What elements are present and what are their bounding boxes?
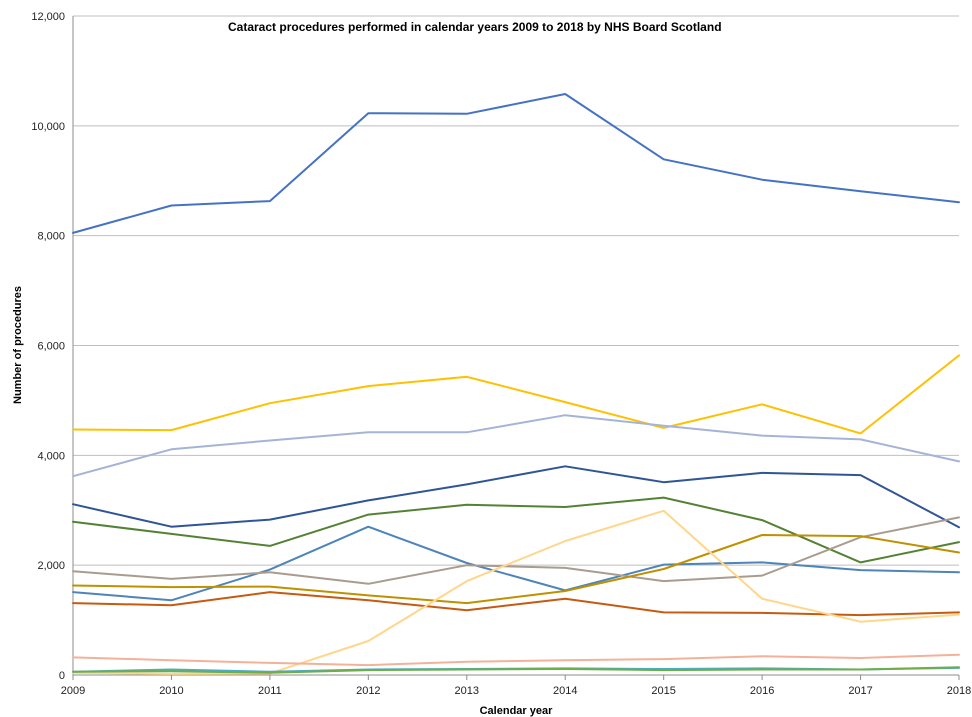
x-tick-label: 2014 xyxy=(553,685,577,697)
series-lines xyxy=(72,93,960,675)
y-tick-label: 4,000 xyxy=(37,450,65,462)
series-line-13 xyxy=(72,666,960,674)
series-line-9 xyxy=(72,591,960,617)
x-tick-label: 2010 xyxy=(159,685,183,697)
x-tick-label: 2017 xyxy=(848,685,872,697)
x-tick-label: 2015 xyxy=(651,685,675,697)
y-tick-label: 12,000 xyxy=(31,11,65,23)
series-line-2 xyxy=(72,354,960,435)
y-axis-title: Number of procedures xyxy=(12,286,24,404)
y-tick-label: 10,000 xyxy=(31,121,65,133)
y-tick-labels: 0 2,000 4,000 6,000 8,000 10,000 12,000 xyxy=(31,11,65,682)
series-line-1 xyxy=(72,93,960,234)
series-line-8 xyxy=(72,534,960,605)
chart-title: Cataract procedures performed in calenda… xyxy=(228,20,722,34)
series-line-11 xyxy=(72,653,960,667)
x-tick-label: 2012 xyxy=(356,685,380,697)
x-tick-label: 2011 xyxy=(258,685,282,697)
series-line-7 xyxy=(72,516,960,585)
x-tick-label: 2016 xyxy=(750,685,774,697)
y-tick-label: 0 xyxy=(59,670,65,682)
series-line-10 xyxy=(72,509,960,675)
x-axis-title: Calendar year xyxy=(480,705,553,717)
x-tick-label: 2009 xyxy=(61,685,85,697)
y-tick-label: 6,000 xyxy=(37,341,65,353)
series-line-4 xyxy=(72,465,960,529)
x-tick-label: 2018 xyxy=(947,685,971,697)
series-line-3 xyxy=(72,414,960,478)
series-line-5 xyxy=(72,496,960,564)
y-tick-label: 8,000 xyxy=(37,231,65,243)
series-line-6 xyxy=(72,525,960,602)
gridlines xyxy=(73,15,959,566)
x-tick-labels: 2009 2010 2011 2012 2013 2014 2015 2016 2017 2018 xyxy=(61,685,971,697)
axes xyxy=(72,16,960,680)
x-tick-label: 2013 xyxy=(455,685,479,697)
y-tick-label: 2,000 xyxy=(37,560,65,572)
